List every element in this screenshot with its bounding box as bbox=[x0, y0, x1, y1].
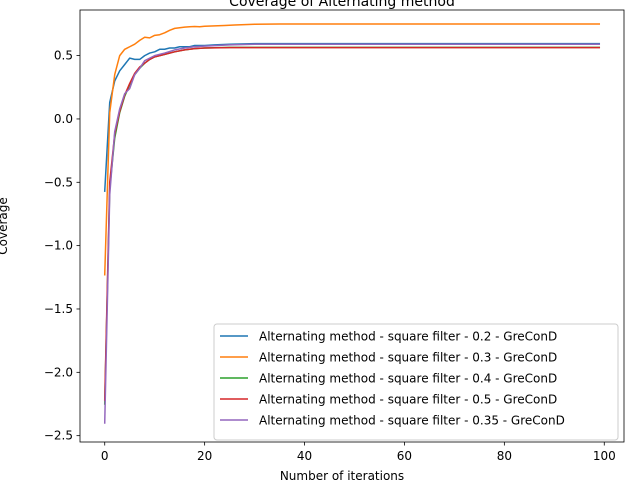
legend-label: Alternating method - square filter - 0.2… bbox=[259, 330, 557, 344]
legend-label: Alternating method - square filter - 0.3… bbox=[259, 414, 565, 428]
y-tick-label: 0.5 bbox=[54, 49, 73, 63]
y-axis-label: Coverage bbox=[0, 197, 10, 255]
legend: Alternating method - square filter - 0.2… bbox=[213, 323, 619, 441]
legend-frame bbox=[213, 323, 619, 441]
x-tick-label: 40 bbox=[297, 449, 312, 463]
y-tick-label: −0.5 bbox=[44, 175, 73, 189]
plot-frame bbox=[79, 9, 625, 443]
series-layer bbox=[103, 23, 601, 424]
x-axis-label: Number of iterations bbox=[280, 469, 404, 480]
legend-label: Alternating method - square filter - 0.4… bbox=[259, 372, 557, 386]
x-tick-label: 20 bbox=[197, 449, 212, 463]
x-axis: 0 20 40 60 80 100 bbox=[101, 442, 616, 463]
y-tick-label: 0.0 bbox=[54, 112, 73, 126]
chart-title: Coverage of Alternating method bbox=[229, 0, 455, 10]
y-axis: −2.5 −2.0 −1.5 −1.0 −0.5 0.0 0.5 bbox=[44, 49, 80, 443]
y-tick-label: −2.5 bbox=[44, 429, 73, 443]
y-tick-label: −1.5 bbox=[44, 302, 73, 316]
x-tick-label: 80 bbox=[497, 449, 512, 463]
y-tick-label: −2.0 bbox=[44, 365, 73, 379]
x-tick-label: 100 bbox=[593, 449, 616, 463]
legend-label: Alternating method - square filter - 0.5… bbox=[259, 393, 557, 407]
x-tick-label: 60 bbox=[397, 449, 412, 463]
x-tick-label: 0 bbox=[101, 449, 109, 463]
series-line-5 bbox=[103, 43, 601, 424]
legend-label: Alternating method - square filter - 0.3… bbox=[259, 351, 557, 365]
series-line-2 bbox=[103, 23, 601, 276]
y-tick-label: −1.0 bbox=[44, 239, 73, 253]
